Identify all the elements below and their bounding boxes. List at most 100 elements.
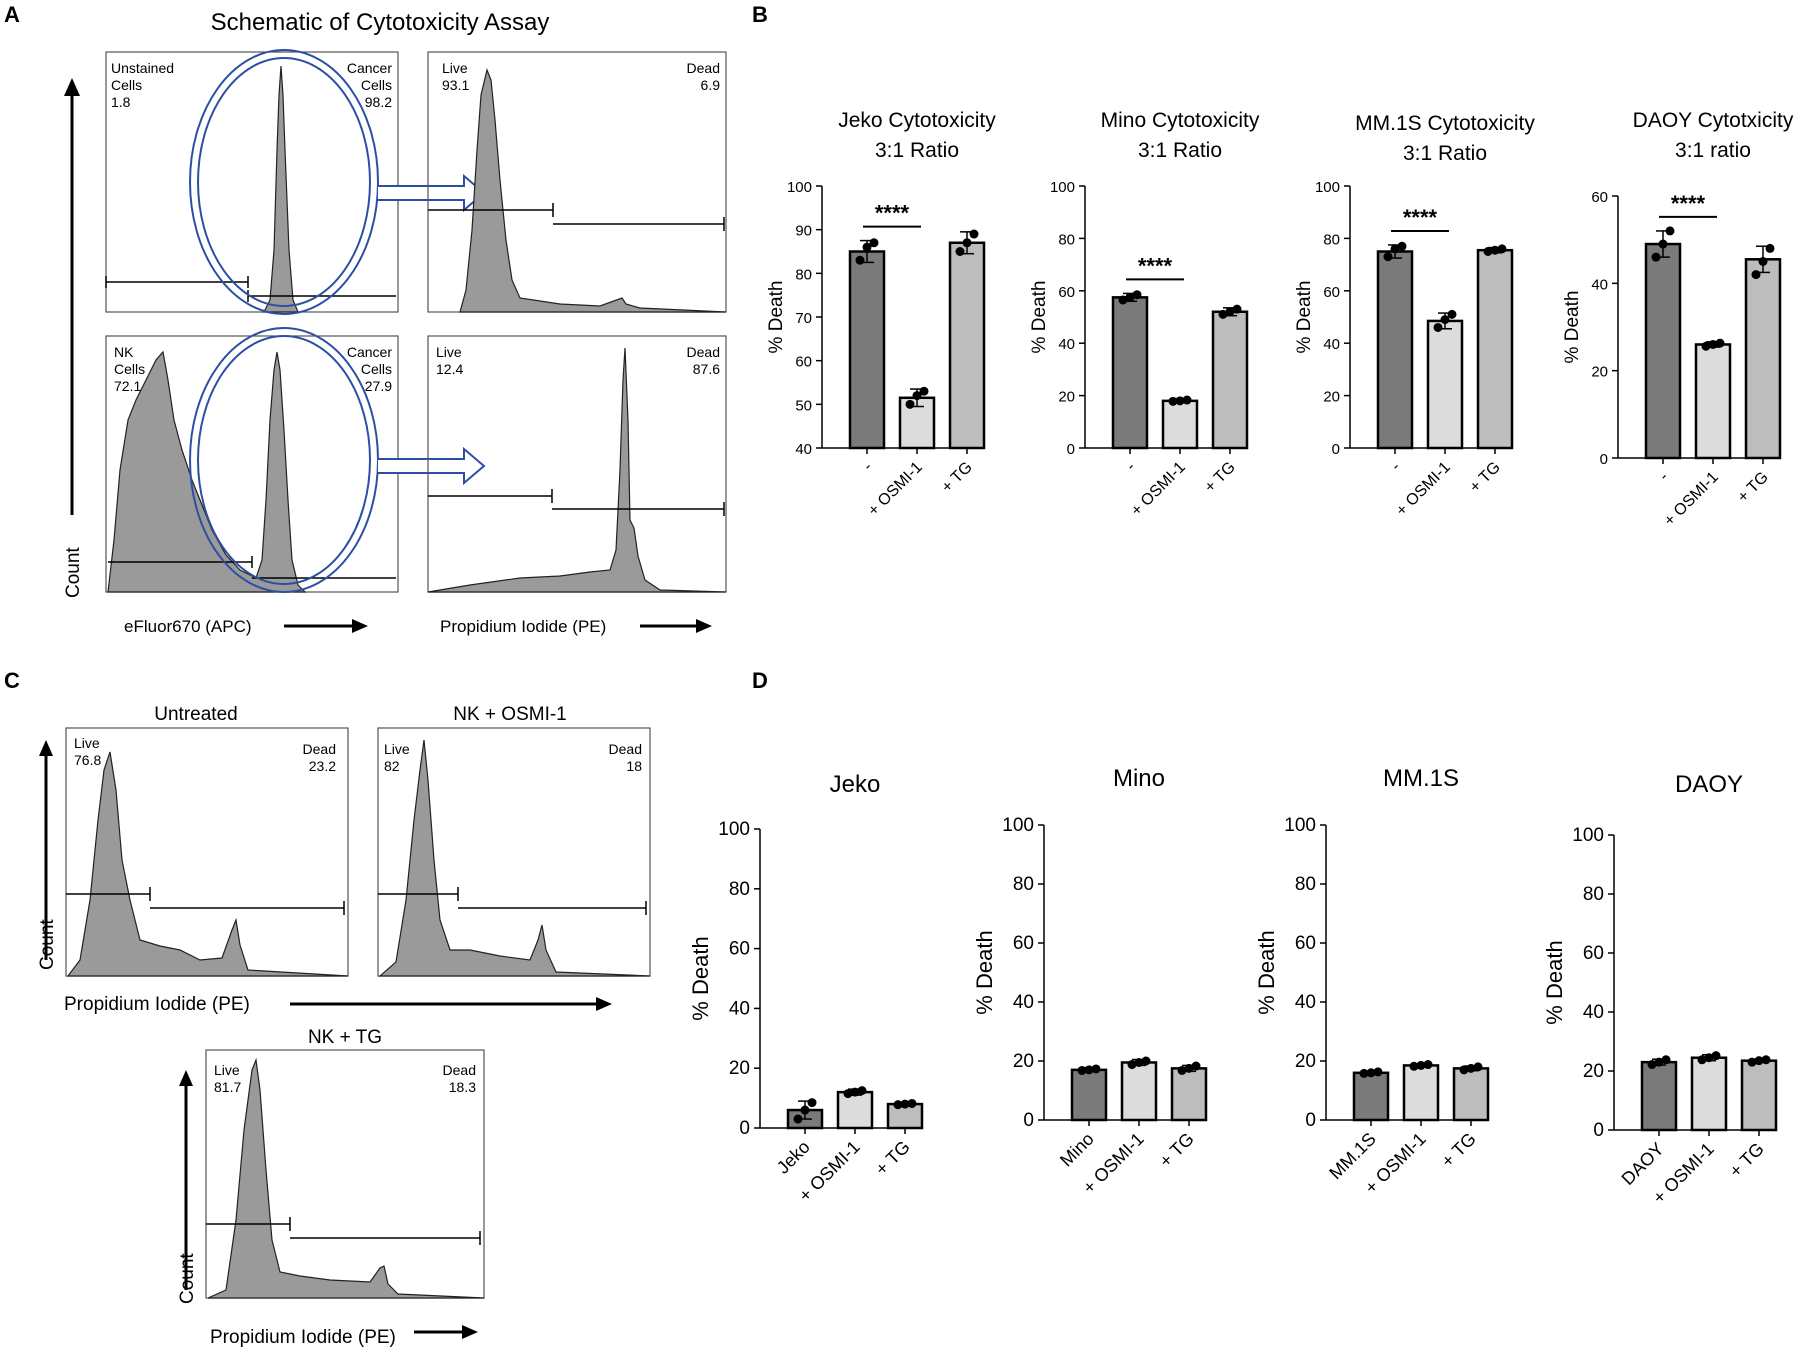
chart-d-6-point-1-2 bbox=[1423, 1060, 1433, 1070]
flow-c3-title: NK + TG bbox=[308, 1027, 382, 1048]
chart-d-7-ylabel: % Death bbox=[1542, 940, 1567, 1024]
chart-d-4-ytick-label: 80 bbox=[729, 879, 750, 900]
flow-plot-live-dead-2 bbox=[427, 335, 727, 593]
pe-arrowhead-a bbox=[696, 619, 712, 633]
chart-d-6-point-0-1 bbox=[1366, 1068, 1376, 1078]
chart-d-7-bar-0 bbox=[1640, 1060, 1678, 1132]
flow-c3-live-value: 81.7 bbox=[214, 1079, 241, 1095]
chart-b-1-bar-1 bbox=[1161, 399, 1199, 450]
flow-plot-live-dead-1 bbox=[427, 51, 727, 313]
chart-b-0-point-2-0 bbox=[955, 247, 965, 256]
chart-d-7-ytick-label: 100 bbox=[1572, 825, 1604, 846]
chart-b-2-ytick-label: 60 bbox=[1323, 284, 1340, 301]
panel-letter-d: D bbox=[752, 668, 768, 693]
flow-c3-dead-label: Dead bbox=[443, 1062, 476, 1078]
chart-d-6-ytick-label: 20 bbox=[1295, 1051, 1316, 1072]
chart-d-4-ytick-label: 100 bbox=[718, 819, 750, 840]
chart-b-3-ylabel: % Death bbox=[1562, 291, 1583, 364]
flow-c2-live-label: Live bbox=[384, 741, 410, 757]
count-arrowhead-c3 bbox=[179, 1070, 193, 1086]
flow-plot-untreated bbox=[65, 727, 349, 977]
count-arrowhead-c bbox=[39, 740, 53, 756]
chart-d-6-point-2-2 bbox=[1473, 1062, 1483, 1072]
flow1-left-line1: Unstained bbox=[111, 60, 174, 76]
chart-d-5-ytick-label: 0 bbox=[1023, 1110, 1034, 1131]
flow-c1-dead-value: 23.2 bbox=[309, 758, 336, 774]
chart-b-1-ytick-label: 100 bbox=[1050, 179, 1075, 196]
chart-b-2-point-1-0 bbox=[1433, 322, 1443, 332]
chart-b-1-category-label-0: - bbox=[1123, 459, 1139, 475]
chart-d-4-category-label-0: Jeko bbox=[773, 1137, 814, 1178]
chart-b-2-point-2-0 bbox=[1483, 247, 1493, 256]
chart-d-5-ylabel: % Death bbox=[972, 930, 997, 1014]
flow-c2-dead-value: 18 bbox=[626, 758, 642, 774]
chart-b-0-significance-stars: **** bbox=[875, 201, 910, 226]
flow3-left-value: 72.1 bbox=[114, 378, 141, 394]
count-arrowhead bbox=[64, 78, 80, 96]
flow3-left-line1: NK bbox=[114, 344, 134, 360]
flow4-dead-value: 87.6 bbox=[693, 361, 720, 377]
apc-arrowhead bbox=[352, 619, 368, 633]
chart-b-1-title-line0: Mino Cytotoxicity bbox=[1101, 109, 1260, 132]
panel-a-title: Schematic of Cytotoxicity Assay bbox=[211, 9, 550, 36]
chart-b-1-bar-2 bbox=[1211, 310, 1249, 450]
chart-b-3-point-0-0 bbox=[1651, 252, 1661, 262]
flow-c2-title: NK + OSMI-1 bbox=[453, 704, 567, 725]
chart-d-5-bar-2 bbox=[1170, 1067, 1208, 1122]
chart-b-1-point-2-1 bbox=[1225, 307, 1235, 317]
chart-d-7-title-line0: DAOY bbox=[1675, 771, 1743, 798]
chart-b-0-point-1-0 bbox=[905, 399, 915, 409]
chart-b-3-bar-2 bbox=[1744, 258, 1782, 460]
chart-d-7-ytick-label: 60 bbox=[1583, 943, 1604, 964]
chart-b-2-bar-1 bbox=[1426, 319, 1464, 450]
panel-a-xlabel-apc: eFluor670 (APC) bbox=[124, 617, 252, 636]
chart-b-2-point-2-2 bbox=[1497, 244, 1507, 254]
flow3-right-line1: Cancer bbox=[347, 344, 392, 360]
chart-d-6-ytick-label: 80 bbox=[1295, 874, 1316, 895]
chart-d-7-point-2-1 bbox=[1754, 1056, 1764, 1066]
chart-b-3-ytick-label: 40 bbox=[1591, 276, 1608, 293]
chart-d-7-ytick-label: 20 bbox=[1583, 1061, 1604, 1082]
chart-d-5-ytick-label: 40 bbox=[1013, 992, 1034, 1013]
chart-d-4-point-0-1 bbox=[800, 1105, 810, 1115]
flow-plot-unstained bbox=[105, 49, 399, 315]
panel-letter-a: A bbox=[4, 2, 20, 27]
chart-d-6-point-0-0 bbox=[1359, 1068, 1369, 1078]
flow3-right-value: 27.9 bbox=[365, 378, 392, 394]
chart-d-4-point-1-0 bbox=[843, 1089, 853, 1099]
panel-c3-xlabel: Propidium Iodide (PE) bbox=[210, 1327, 396, 1347]
chart-d-7-point-1-0 bbox=[1697, 1055, 1707, 1065]
chart-b-2-point-2-1 bbox=[1490, 245, 1500, 255]
flow-c1-live-value: 76.8 bbox=[74, 752, 101, 768]
chart-b-1-point-0-2 bbox=[1132, 290, 1142, 300]
flow-c3-dead-value: 18.3 bbox=[449, 1079, 476, 1095]
chart-b-2-category-label-1: + OSMI-1 bbox=[1393, 459, 1454, 520]
chart-d-6-ytick-label: 100 bbox=[1284, 815, 1316, 836]
flow1-right-value: 98.2 bbox=[365, 94, 392, 110]
chart-b-2-point-0-1 bbox=[1390, 244, 1400, 254]
chart-d-7-point-2-2 bbox=[1761, 1055, 1771, 1065]
chart-d-4-point-2-2 bbox=[907, 1098, 917, 1108]
chart-b-3-category-label-0: - bbox=[1656, 469, 1672, 485]
flow1-left-line2: Cells bbox=[111, 77, 142, 93]
chart-d-6-ytick-label: 60 bbox=[1295, 933, 1316, 954]
pe-arrowhead-c bbox=[596, 997, 612, 1011]
chart-d-5-point-1-0 bbox=[1127, 1060, 1137, 1070]
chart-b-3-category-label-2: + TG bbox=[1735, 469, 1772, 506]
chart-d-6-point-1-0 bbox=[1409, 1061, 1419, 1071]
chart-d-7-point-1-1 bbox=[1704, 1053, 1714, 1063]
chart-b-0-point-1-1 bbox=[912, 391, 922, 401]
flow-c1-dead-label: Dead bbox=[303, 741, 336, 757]
chart-b-3-point-1-2 bbox=[1715, 338, 1725, 348]
chart-d-7-point-0-0 bbox=[1647, 1060, 1657, 1070]
chart-d-7-bar-2 bbox=[1740, 1059, 1778, 1132]
chart-b-1-point-1-0 bbox=[1168, 396, 1178, 406]
chart-b-0-ytick-label: 80 bbox=[795, 266, 812, 283]
chart-d-7-ytick-label: 80 bbox=[1583, 884, 1604, 905]
chart-b-1-ytick-label: 60 bbox=[1058, 284, 1075, 301]
chart-d-6-category-label-2: + TG bbox=[1437, 1129, 1480, 1172]
chart-b-3-ytick-label: 0 bbox=[1600, 451, 1608, 468]
flow-plot-nk-osmi1 bbox=[377, 727, 651, 977]
chart-d-5-ytick-label: 60 bbox=[1013, 933, 1034, 954]
